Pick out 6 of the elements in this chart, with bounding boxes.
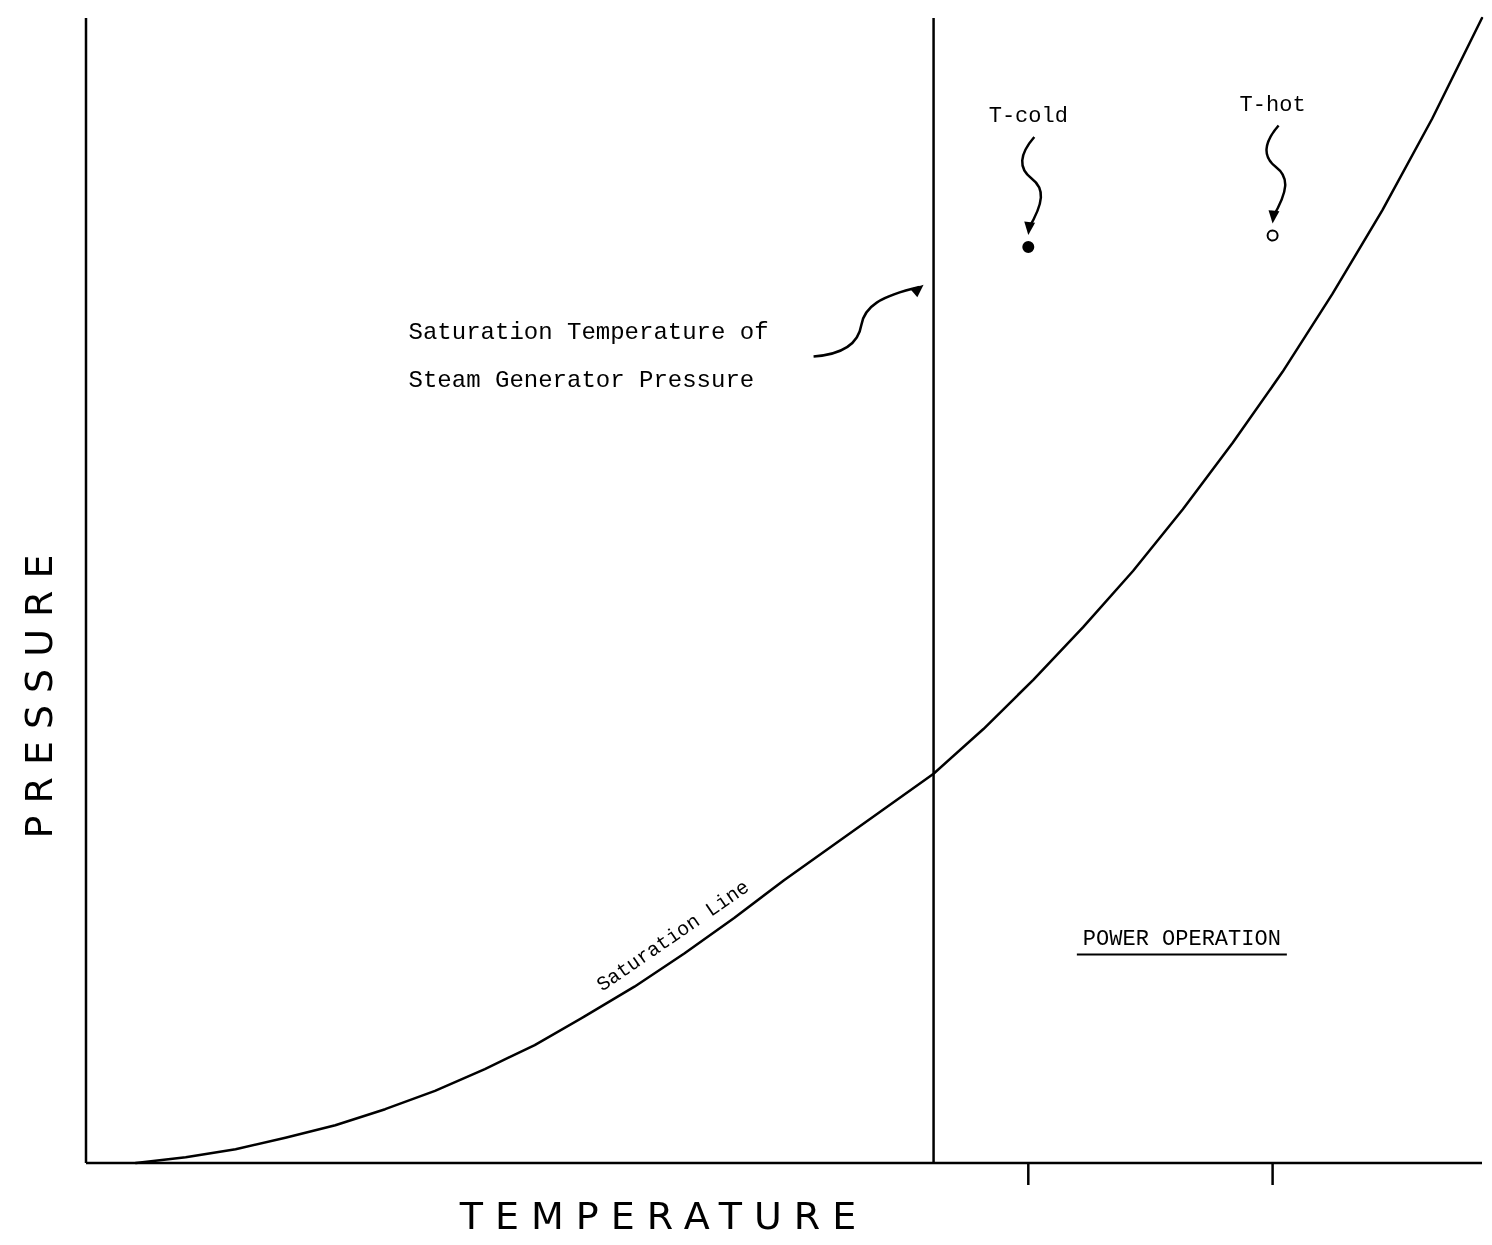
annotation: T-hot: [1239, 92, 1306, 118]
annotation: Saturation Temperature of Steam Generator Pressure: [408, 318, 769, 394]
y-axis-title: PRESSURE: [17, 542, 61, 839]
annotation: T-cold: [988, 104, 1068, 129]
x-axis-title: TEMPERATURE: [458, 1194, 869, 1238]
annotation: POWER OPERATION: [1082, 927, 1281, 953]
